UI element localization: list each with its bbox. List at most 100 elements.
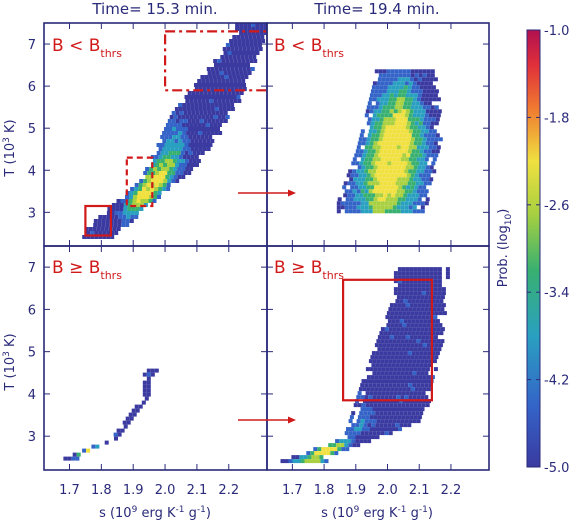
- heatmap-cell: [397, 93, 402, 98]
- heatmap-cell: [113, 223, 118, 227]
- heatmap-cell: [200, 151, 205, 155]
- heatmap-cell: [421, 165, 426, 170]
- heatmap-cell: [368, 97, 373, 102]
- heatmap-cell: [180, 151, 185, 155]
- heatmap-cell: [395, 351, 400, 356]
- heatmap-cell: [396, 395, 401, 400]
- heatmap-cell: [355, 193, 360, 198]
- heatmap-cell: [86, 448, 91, 453]
- heatmap-cell: [90, 235, 95, 239]
- heatmap-cell: [402, 89, 407, 94]
- heatmap-cell: [404, 407, 409, 412]
- heatmap-cell: [434, 323, 439, 328]
- heatmap-cell: [403, 133, 408, 138]
- heatmap-cell: [421, 109, 426, 114]
- heatmap-cell: [386, 89, 391, 94]
- heatmap-cell: [399, 181, 404, 186]
- heatmap-cell: [375, 411, 380, 416]
- heatmap-cell: [386, 137, 391, 142]
- heatmap-cell: [410, 137, 415, 142]
- heatmap-cell: [363, 435, 368, 440]
- heatmap-cell: [408, 113, 413, 118]
- heatmap-cell: [425, 177, 430, 182]
- heatmap-cell: [395, 319, 400, 324]
- heatmap-cell: [357, 165, 362, 170]
- heatmap-cell: [421, 125, 426, 130]
- heatmap-cell: [413, 403, 418, 408]
- heatmap-cell: [434, 89, 439, 94]
- heatmap-cell: [371, 181, 376, 186]
- heatmap-cell: [387, 331, 392, 336]
- heatmap-cell: [386, 387, 391, 392]
- heatmap-cell: [403, 319, 408, 324]
- heatmap-cell: [435, 299, 440, 304]
- heatmap-cell: [407, 149, 412, 154]
- heatmap-cell: [408, 81, 413, 86]
- heatmap-cell: [187, 163, 191, 167]
- heatmap-cell: [370, 137, 375, 142]
- heatmap-cell: [145, 191, 150, 195]
- heatmap-cell: [421, 403, 426, 408]
- heatmap-cell: [401, 367, 406, 372]
- heatmap-cell: [230, 63, 234, 67]
- heatmap-cell: [418, 355, 423, 360]
- heatmap-cell: [171, 171, 176, 175]
- heatmap-cell: [365, 403, 370, 408]
- heatmap-cell: [392, 339, 397, 344]
- heatmap-cell: [405, 109, 410, 114]
- heatmap-cell: [137, 195, 141, 199]
- heatmap-cell: [146, 376, 151, 381]
- heatmap-cell: [206, 147, 211, 151]
- heatmap-cell: [376, 97, 381, 102]
- heatmap-cell: [437, 347, 442, 352]
- heatmap-cell: [396, 129, 401, 134]
- heatmap-cell: [393, 315, 398, 320]
- heatmap-cell: [414, 89, 419, 94]
- heatmap-cell: [200, 135, 205, 139]
- heatmap-cell: [419, 101, 424, 106]
- heatmap-cell: [414, 323, 419, 328]
- heatmap-cell: [133, 195, 137, 199]
- heatmap-cell: [379, 331, 384, 336]
- heatmap-cell: [401, 197, 406, 202]
- heatmap-cell: [396, 209, 401, 214]
- heatmap-cell: [440, 327, 445, 332]
- heatmap-cell: [364, 209, 369, 214]
- heatmap-cell: [383, 331, 388, 336]
- heatmap-cell: [380, 407, 385, 412]
- heatmap-cell: [392, 129, 397, 134]
- x-tick-label: 1.9: [345, 483, 366, 498]
- heatmap-cell: [385, 415, 390, 420]
- heatmap-cell: [380, 169, 385, 174]
- heatmap-cell: [382, 173, 387, 178]
- heatmap-cell: [425, 267, 430, 272]
- heatmap-cell: [388, 431, 393, 436]
- heatmap-cell: [150, 187, 155, 191]
- heatmap-cell: [384, 371, 389, 376]
- heatmap-cell: [371, 161, 376, 166]
- heatmap-cell: [146, 187, 151, 191]
- heatmap-cell: [400, 371, 405, 376]
- heatmap-cell: [353, 197, 358, 202]
- heatmap-cell: [184, 151, 189, 155]
- heatmap-cell: [370, 355, 375, 360]
- heatmap-cell: [360, 209, 365, 214]
- heatmap-cell: [167, 163, 171, 167]
- heatmap-cell: [360, 157, 365, 162]
- heatmap-cell: [135, 408, 140, 413]
- heatmap-cell: [425, 165, 430, 170]
- heatmap-cell: [182, 147, 187, 151]
- heatmap-cell: [408, 395, 413, 400]
- heatmap-cell: [378, 387, 383, 392]
- heatmap-cell: [369, 415, 374, 420]
- heatmap-cell: [155, 179, 160, 183]
- heatmap-cell: [230, 67, 235, 71]
- heatmap-cell: [393, 367, 398, 372]
- heatmap-cell: [163, 163, 167, 167]
- heatmap-cell: [424, 129, 429, 134]
- heatmap-cell: [389, 335, 394, 340]
- heatmap-cell: [370, 173, 375, 178]
- heatmap-cell: [398, 137, 403, 142]
- heatmap-cell: [439, 299, 444, 304]
- heatmap-cell: [396, 383, 401, 388]
